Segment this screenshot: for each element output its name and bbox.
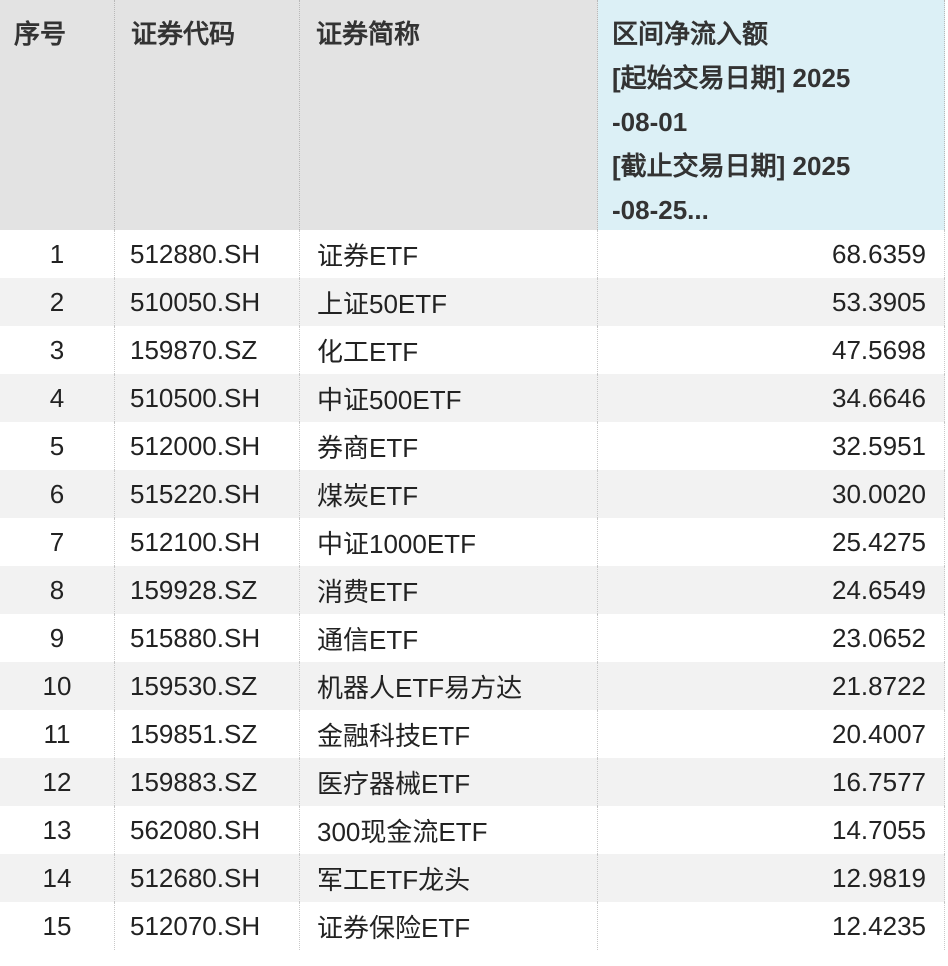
header-cell: 区间净流入额 [起始交易日期] 2025 -08-01 [截止交易日期] 2025 -0… — [598, 0, 945, 230]
header-text: [起始交易日期] 2025 — [612, 63, 851, 93]
net-inflow: 16.7577 — [598, 758, 945, 806]
row-index: 9 — [0, 614, 115, 662]
net-inflow: 25.4275 — [598, 518, 945, 566]
header-cell: 序号 — [0, 0, 115, 230]
header-cell: 证券简称 — [300, 0, 598, 230]
header-cell: 证券代码 — [115, 0, 300, 230]
security-code: 159870.SZ — [115, 326, 300, 374]
row-background — [0, 230, 945, 278]
net-inflow: 14.7055 — [598, 806, 945, 854]
security-code: 515880.SH — [115, 614, 300, 662]
row-index: 6 — [0, 470, 115, 518]
security-name: 化工ETF — [300, 326, 598, 374]
net-inflow: 34.6646 — [598, 374, 945, 422]
security-code: 512000.SH — [115, 422, 300, 470]
header-text: -08-01 — [612, 107, 688, 137]
net-inflow: 53.3905 — [598, 278, 945, 326]
security-name: 300现金流ETF — [300, 806, 598, 854]
security-name: 军工ETF龙头 — [300, 854, 598, 902]
row-background — [0, 854, 945, 902]
header-text: 证券代码 — [131, 19, 236, 49]
row-index: 10 — [0, 662, 115, 710]
row-index: 15 — [0, 902, 115, 950]
security-name: 煤炭ETF — [300, 470, 598, 518]
net-inflow: 12.9819 — [598, 854, 945, 902]
row-background — [0, 422, 945, 470]
row-background — [0, 902, 945, 950]
header-text: 区间净流入额 — [612, 19, 769, 49]
header-text: 序号 — [14, 19, 67, 49]
net-inflow: 20.4007 — [598, 710, 945, 758]
row-index: 11 — [0, 710, 115, 758]
security-code: 512680.SH — [115, 854, 300, 902]
row-index: 8 — [0, 566, 115, 614]
security-name: 金融科技ETF — [300, 710, 598, 758]
security-code: 512880.SH — [115, 230, 300, 278]
security-name: 中证1000ETF — [300, 518, 598, 566]
security-code: 515220.SH — [115, 470, 300, 518]
security-name: 通信ETF — [300, 614, 598, 662]
security-code: 159851.SZ — [115, 710, 300, 758]
security-code: 512100.SH — [115, 518, 300, 566]
security-code: 159928.SZ — [115, 566, 300, 614]
header-text: 证券简称 — [316, 19, 421, 49]
row-background — [0, 374, 945, 422]
row-background — [0, 662, 945, 710]
row-background — [0, 614, 945, 662]
row-index: 1 — [0, 230, 115, 278]
security-name: 证券保险ETF — [300, 902, 598, 950]
row-index: 7 — [0, 518, 115, 566]
row-index: 2 — [0, 278, 115, 326]
row-index: 12 — [0, 758, 115, 806]
row-background — [0, 566, 945, 614]
row-index: 4 — [0, 374, 115, 422]
row-background — [0, 806, 945, 854]
row-background — [0, 710, 945, 758]
net-inflow: 30.0020 — [598, 470, 945, 518]
row-index: 13 — [0, 806, 115, 854]
security-code: 562080.SH — [115, 806, 300, 854]
security-name: 医疗器械ETF — [300, 758, 598, 806]
row-background — [0, 470, 945, 518]
net-inflow: 12.4235 — [598, 902, 945, 950]
security-code: 512070.SH — [115, 902, 300, 950]
row-background — [0, 758, 945, 806]
net-inflow: 23.0652 — [598, 614, 945, 662]
security-name: 机器人ETF易方达 — [300, 662, 598, 710]
net-inflow: 24.6549 — [598, 566, 945, 614]
security-name: 证券ETF — [300, 230, 598, 278]
security-name: 券商ETF — [300, 422, 598, 470]
security-code: 159530.SZ — [115, 662, 300, 710]
row-background — [0, 326, 945, 374]
security-name: 上证50ETF — [300, 278, 598, 326]
row-background — [0, 278, 945, 326]
security-code: 510500.SH — [115, 374, 300, 422]
security-name: 中证500ETF — [300, 374, 598, 422]
net-inflow: 47.5698 — [598, 326, 945, 374]
net-inflow: 32.5951 — [598, 422, 945, 470]
row-index: 14 — [0, 854, 115, 902]
header-text: -08-25... — [612, 195, 709, 225]
security-code: 510050.SH — [115, 278, 300, 326]
header-text: [截止交易日期] 2025 — [612, 151, 851, 181]
security-name: 消费ETF — [300, 566, 598, 614]
row-index: 3 — [0, 326, 115, 374]
net-inflow: 68.6359 — [598, 230, 945, 278]
row-index: 5 — [0, 422, 115, 470]
net-inflow: 21.8722 — [598, 662, 945, 710]
security-code: 159883.SZ — [115, 758, 300, 806]
row-background — [0, 518, 945, 566]
